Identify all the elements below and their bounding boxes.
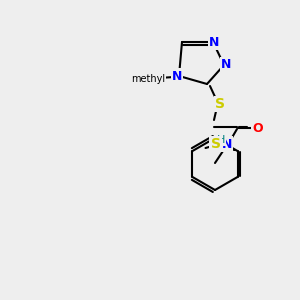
Text: N: N (209, 35, 219, 49)
Text: S: S (215, 97, 225, 111)
Text: N: N (221, 58, 231, 71)
Text: methyl: methyl (131, 74, 165, 84)
Text: O: O (253, 122, 263, 134)
Text: N: N (222, 137, 232, 151)
Text: N: N (172, 70, 182, 83)
Text: H: H (217, 135, 225, 145)
Text: S: S (211, 137, 220, 151)
